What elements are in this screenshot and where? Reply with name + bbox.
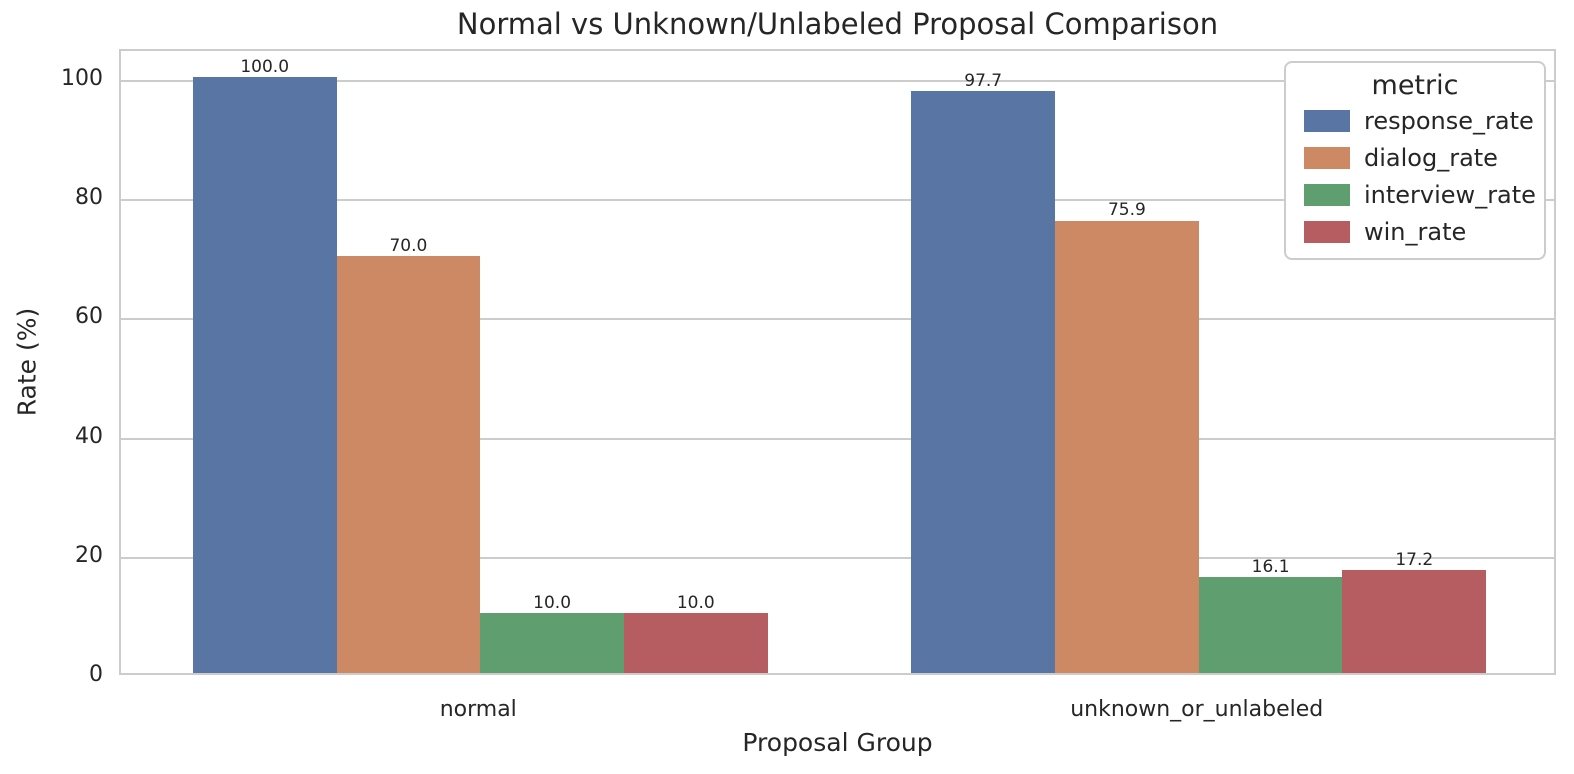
x-tick-unknown_or_unlabeled: unknown_or_unlabeled xyxy=(1070,697,1324,722)
bar-unknown_or_unlabeled-win_rate xyxy=(1342,570,1487,673)
gridline-y-40 xyxy=(121,437,1554,440)
bar-value-label-normal-interview_rate: 10.0 xyxy=(533,593,572,614)
bar-unknown_or_unlabeled-dialog_rate xyxy=(1055,220,1199,673)
legend-swatch-response_rate xyxy=(1304,109,1350,132)
bar-value-label-unknown_or_unlabeled-interview_rate: 16.1 xyxy=(1251,557,1290,577)
gridline-y-80 xyxy=(121,199,1554,202)
legend-label-dialog_rate: dialog_rate xyxy=(1364,143,1498,172)
legend-swatch-win_rate xyxy=(1304,220,1350,243)
gridline-y-100 xyxy=(121,79,1554,82)
gridline-y-60 xyxy=(121,318,1554,321)
bar-value-label-normal-response_rate: 100.0 xyxy=(240,56,290,77)
x-axis-label: Proposal Group xyxy=(742,728,933,757)
bar-value-label-unknown_or_unlabeled-win_rate: 17.2 xyxy=(1395,550,1434,571)
y-tick-40: 40 xyxy=(75,423,103,449)
y-tick-80: 80 xyxy=(75,185,103,211)
bar-value-label-unknown_or_unlabeled-dialog_rate: 75.9 xyxy=(1107,200,1146,221)
legend-label-interview_rate: interview_rate xyxy=(1364,180,1536,209)
y-tick-100: 100 xyxy=(61,65,103,91)
legend-row-interview_rate: interview_rate xyxy=(1286,176,1544,213)
bar-normal-interview_rate xyxy=(480,613,624,673)
bar-value-label-unknown_or_unlabeled-response_rate: 97.7 xyxy=(964,70,1003,91)
bar-unknown_or_unlabeled-interview_rate xyxy=(1198,577,1343,673)
chart-title: Normal vs Unknown/Unlabeled Proposal Com… xyxy=(456,7,1219,41)
legend-label-response_rate: response_rate xyxy=(1364,106,1534,135)
legend-swatch-interview_rate xyxy=(1304,183,1350,206)
y-tick-60: 60 xyxy=(75,304,103,330)
x-tick-normal: normal xyxy=(439,697,517,722)
y-tick-0: 0 xyxy=(89,662,103,687)
bar-unknown_or_unlabeled-response_rate xyxy=(911,90,1056,673)
gridline-y-20 xyxy=(121,556,1554,559)
legend-swatch-dialog_rate xyxy=(1304,146,1350,169)
y-tick-20: 20 xyxy=(75,542,103,568)
bar-normal-response_rate xyxy=(192,76,337,673)
bar-value-label-normal-win_rate: 10.0 xyxy=(676,593,715,614)
y-axis-label: Rate (%) xyxy=(12,307,42,417)
legend-row-dialog_rate: dialog_rate xyxy=(1286,139,1544,176)
bar-value-label-normal-dialog_rate: 70.0 xyxy=(389,235,428,256)
legend-row-response_rate: response_rate xyxy=(1286,102,1544,139)
bar-normal-dialog_rate xyxy=(336,255,481,673)
legend-label-win_rate: win_rate xyxy=(1364,217,1467,246)
legend-row-win_rate: win_rate xyxy=(1286,213,1544,250)
bar-normal-win_rate xyxy=(623,613,768,673)
legend: metric response_rate dialog_rate interview… xyxy=(1284,61,1546,260)
legend-title: metric xyxy=(1371,70,1459,101)
